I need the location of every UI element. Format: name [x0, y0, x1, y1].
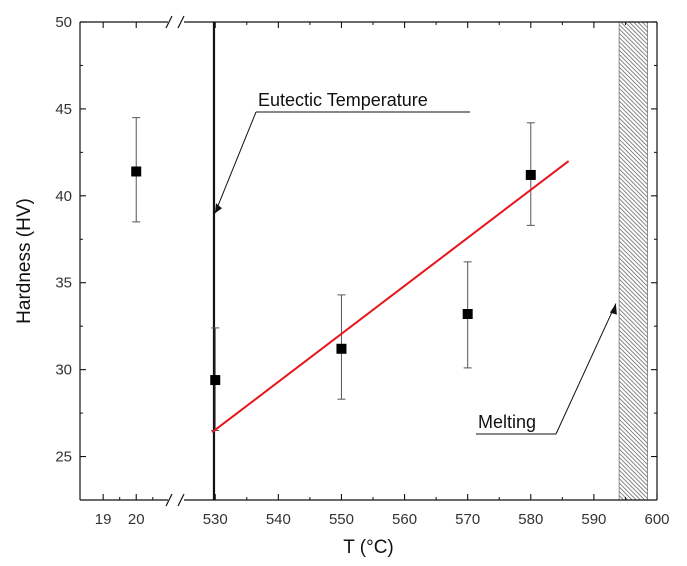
axis-break-mark [177, 493, 185, 507]
axis-break-mark [177, 15, 185, 29]
data-point-20 [131, 166, 142, 177]
x-tick-label: 570 [455, 511, 480, 528]
axis-break-mark [165, 493, 173, 507]
annotation-arrow [555, 303, 617, 435]
x-tick-label: 590 [581, 511, 606, 528]
x-tick-label: 560 [392, 511, 417, 528]
linear-fit-line [211, 160, 570, 434]
y-tick-label: 40 [55, 188, 72, 205]
data-point-530 [210, 375, 221, 386]
y-tick-label: 35 [55, 275, 72, 292]
axis-break-mark [165, 15, 173, 29]
x-tick-label: 550 [329, 511, 354, 528]
x-tick-label: 600 [644, 511, 669, 528]
x-tick-label: 540 [266, 511, 291, 528]
y-tick-label: 50 [55, 14, 72, 31]
x-axis-title: T (°C) [343, 537, 394, 558]
x-tick-label: 19 [95, 511, 112, 528]
annotation-eutectic-temperature: Eutectic Temperature [258, 90, 428, 110]
axis-break-gap [168, 498, 184, 502]
data-point-570 [462, 309, 473, 320]
data-point-550 [336, 343, 347, 354]
x-tick-label: 580 [518, 511, 543, 528]
x-tick-label: 530 [203, 511, 228, 528]
melting-band [618, 21, 648, 501]
axis-break-gap [168, 20, 184, 24]
y-tick-label: 25 [55, 449, 72, 466]
x-tick-label: 20 [128, 511, 145, 528]
y-tick-label: 30 [55, 362, 72, 379]
y-tick-label: 45 [55, 101, 72, 118]
y-axis-title: Hardness (HV) [14, 198, 35, 324]
annotation-arrow [214, 111, 257, 214]
annotation-melting: Melting [478, 412, 536, 432]
data-point-580 [525, 169, 536, 180]
annotation-arrowhead [214, 203, 222, 214]
annotation-arrowhead [609, 303, 617, 315]
